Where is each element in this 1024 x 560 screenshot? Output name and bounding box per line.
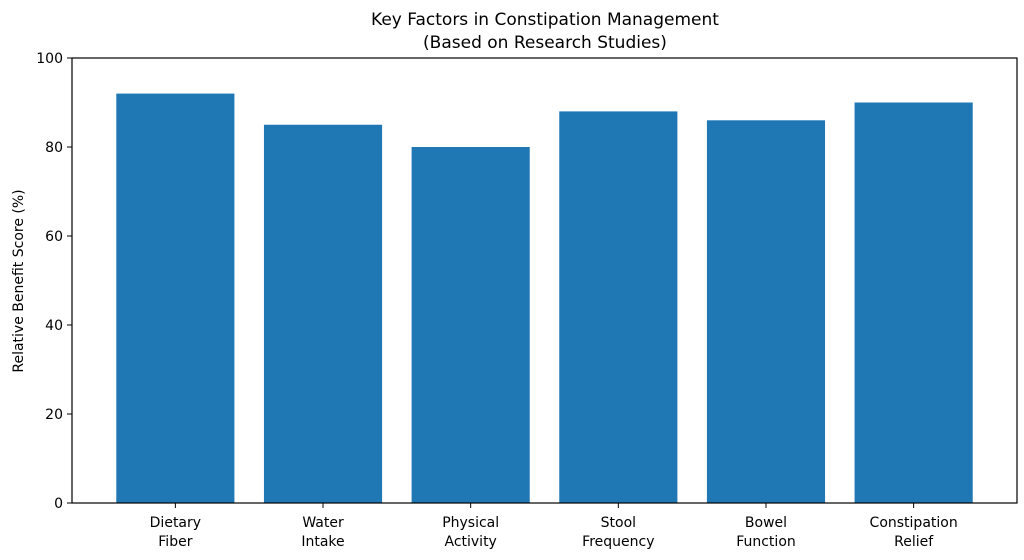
chart-title-line-2: (Based on Research Studies) <box>423 33 667 53</box>
y-axis-label: Relative Benefit Score (%) <box>11 189 27 372</box>
y-tick-label: 100 <box>36 51 63 67</box>
x-tick-label: Physical <box>442 515 499 531</box>
x-tick-label: Intake <box>301 534 344 550</box>
x-tick-label: Water <box>302 515 344 531</box>
y-tick-label: 20 <box>45 407 63 423</box>
x-tick-label: Dietary <box>150 515 201 531</box>
y-axis-ticks: 0 20 40 60 80 100 <box>36 51 72 512</box>
bar <box>559 111 678 504</box>
chart-title-line-1: Key Factors in Constipation Management <box>371 10 719 30</box>
bar <box>706 120 826 504</box>
bars-group <box>116 93 973 504</box>
x-tick-label: Frequency <box>582 534 654 550</box>
x-tick-label: Bowel <box>745 515 787 531</box>
y-tick-label: 80 <box>45 140 63 156</box>
x-tick-label: Function <box>736 534 796 550</box>
plot-area-frame <box>71 57 1018 504</box>
y-tick-label: 60 <box>45 229 63 245</box>
bar <box>854 102 973 503</box>
x-tick-label: Relief <box>894 534 934 550</box>
bar <box>411 147 530 503</box>
x-tick-label: Stool <box>601 515 636 531</box>
x-tick-label: Constipation <box>870 515 958 531</box>
bar <box>263 124 383 503</box>
x-axis-ticks: Dietary Fiber Water Intake Physical Activity S… <box>150 503 958 550</box>
x-tick-label: Activity <box>444 534 496 550</box>
bar <box>116 93 235 503</box>
y-tick-label: 0 <box>54 496 63 512</box>
y-tick-label: 40 <box>45 318 63 334</box>
x-tick-label: Fiber <box>158 534 192 550</box>
